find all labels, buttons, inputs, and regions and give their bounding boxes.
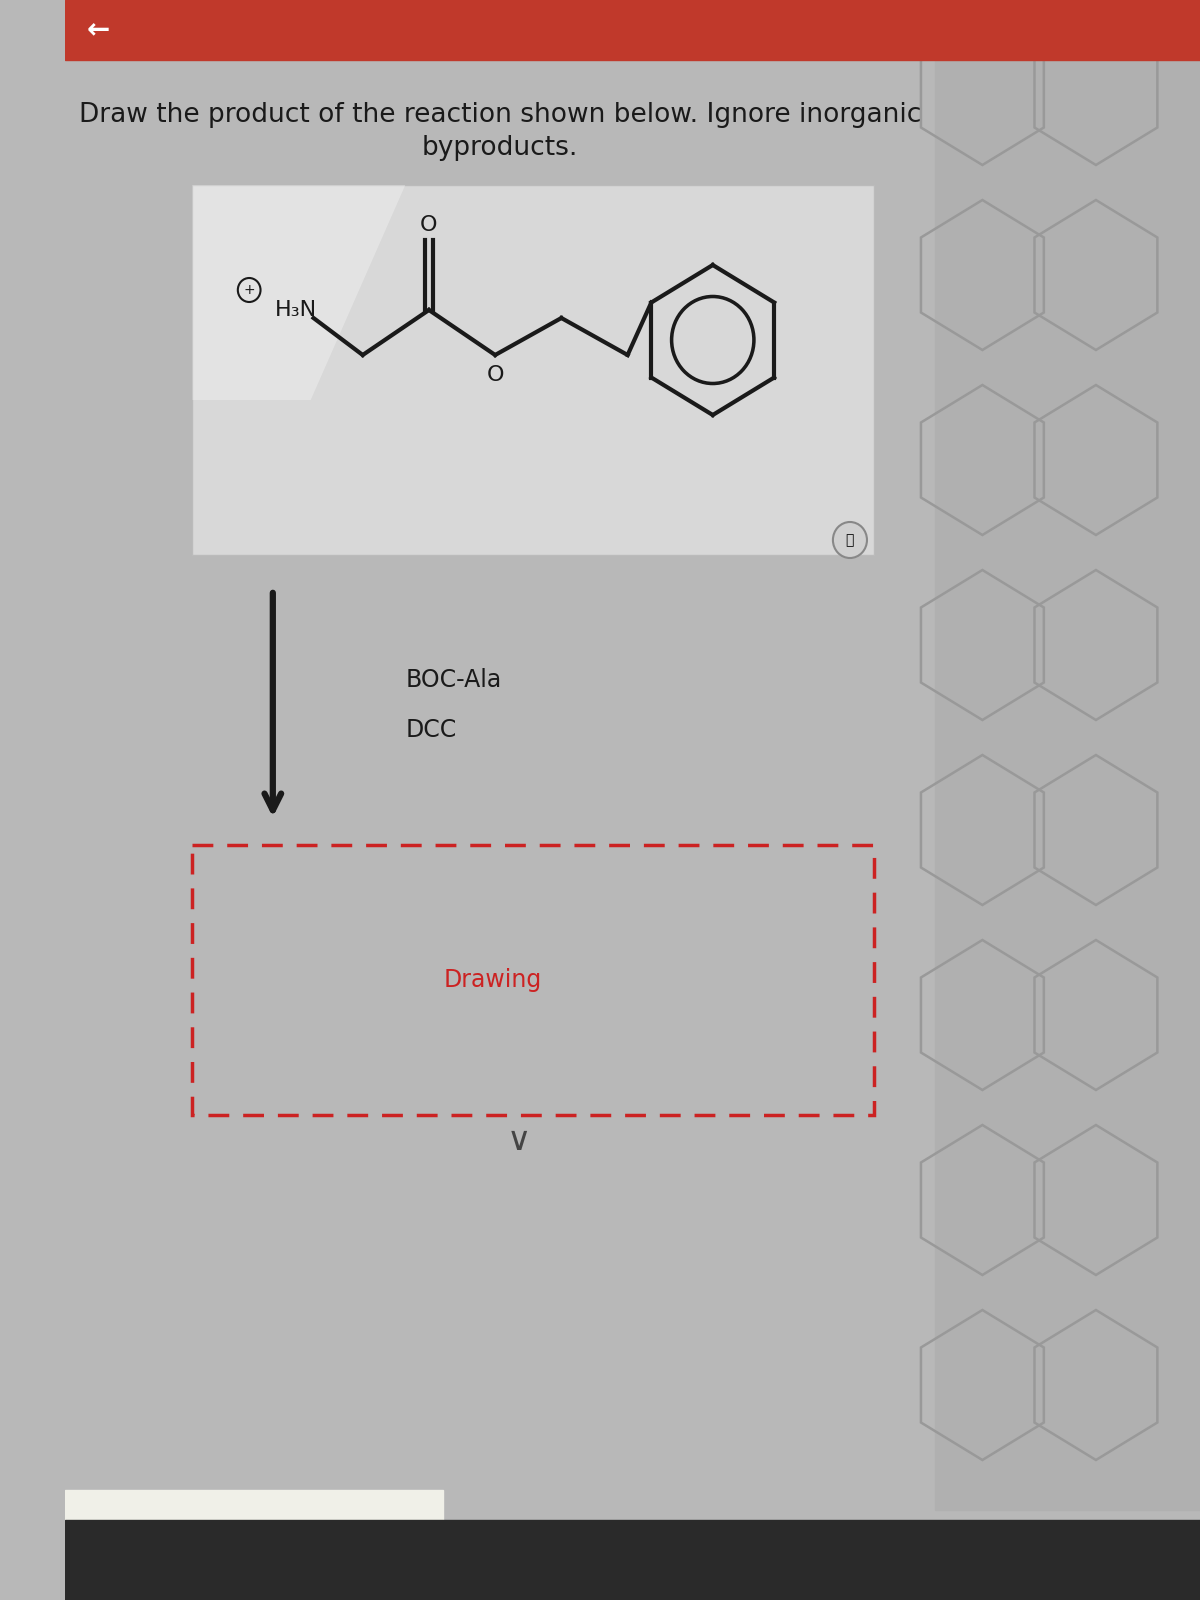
- Bar: [65, 0, 1200, 59]
- Text: O: O: [486, 365, 504, 386]
- Text: DCC: DCC: [406, 718, 456, 742]
- Bar: [192, 186, 874, 555]
- Text: Draw the product of the reaction shown below. Ignore inorganic: Draw the product of the reaction shown b…: [79, 102, 922, 128]
- Text: ←: ←: [86, 16, 109, 43]
- Text: H₃N: H₃N: [275, 301, 317, 320]
- Circle shape: [833, 522, 866, 558]
- Text: ∨: ∨: [506, 1123, 530, 1157]
- Text: BOC-Ala: BOC-Ala: [406, 669, 502, 691]
- Text: 🔍: 🔍: [846, 533, 854, 547]
- Text: O: O: [420, 214, 438, 235]
- Bar: [65, 1520, 1200, 1600]
- Text: +: +: [244, 283, 254, 298]
- Bar: [192, 845, 874, 1115]
- Text: byproducts.: byproducts.: [421, 134, 578, 162]
- Bar: [935, 59, 1200, 1510]
- Bar: [65, 1490, 443, 1600]
- Text: Drawing: Drawing: [443, 968, 541, 992]
- Polygon shape: [192, 186, 406, 400]
